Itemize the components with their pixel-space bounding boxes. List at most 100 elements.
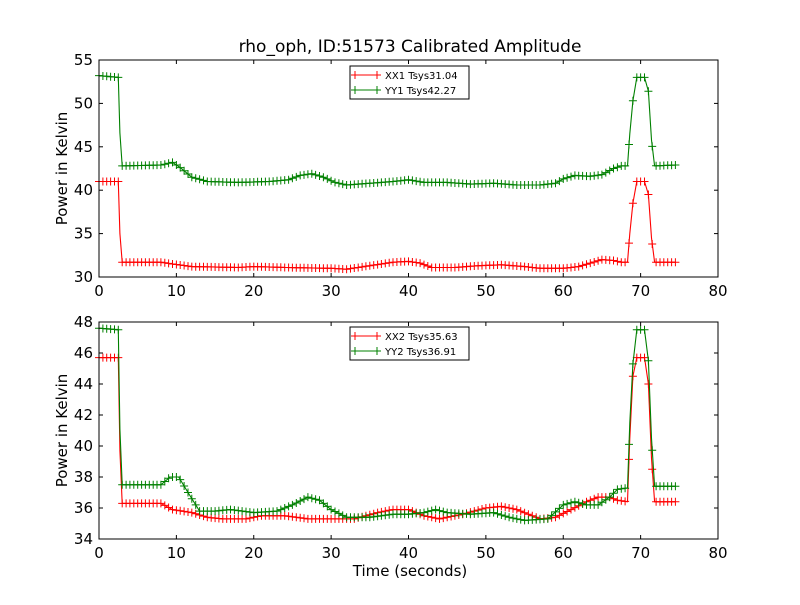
data-point-marker: [300, 495, 308, 504]
data-point-marker: [184, 488, 192, 497]
data-point-marker: [331, 178, 339, 187]
data-point-marker: [605, 166, 614, 175]
data-point-marker: [559, 174, 568, 183]
legend-marker: [351, 332, 359, 340]
data-point-marker: [501, 512, 510, 521]
legend-marker: [373, 332, 381, 340]
data-point-marker: [292, 499, 301, 507]
data-point-marker: [505, 504, 514, 512]
data-point-marker: [323, 502, 332, 511]
data-point-marker: [586, 172, 595, 181]
data-point-marker: [567, 172, 575, 181]
data-point-marker: [187, 494, 196, 503]
data-point-marker: [435, 514, 444, 523]
legend-marker: [373, 86, 381, 94]
x-tick-label: 10: [167, 282, 186, 300]
data-point-marker: [327, 505, 336, 514]
data-point-marker: [621, 161, 630, 170]
data-point-marker: [334, 179, 343, 188]
data-point-marker: [427, 506, 436, 515]
x-tick-label: 70: [631, 544, 650, 562]
data-point-marker: [180, 507, 189, 516]
chart-title: rho_oph, ID:51573 Calibrated Amplitude: [239, 37, 582, 57]
data-point-marker: [288, 500, 297, 509]
data-point-marker: [509, 504, 517, 513]
data-point-marker: [547, 511, 556, 520]
data-point-marker: [617, 484, 626, 493]
data-point-marker: [493, 509, 502, 518]
data-point-marker: [416, 259, 425, 268]
data-point-marker: [338, 180, 347, 189]
data-point-marker: [303, 493, 312, 502]
data-point-marker: [597, 170, 606, 179]
data-point-marker: [671, 258, 680, 267]
x-tick-label: 20: [244, 282, 263, 300]
data-point-marker: [284, 502, 293, 511]
y-tick-label: 42: [74, 406, 93, 424]
data-point-marker: [187, 508, 196, 517]
data-point-marker: [273, 507, 281, 516]
data-point-marker: [578, 261, 587, 270]
data-point-marker: [377, 260, 386, 268]
x-tick-label: 0: [94, 282, 104, 300]
data-point-marker: [543, 514, 552, 523]
data-point-marker: [307, 169, 316, 178]
data-point-marker: [563, 173, 572, 182]
data-point-marker: [327, 176, 336, 185]
y-tick-label: 45: [74, 138, 93, 156]
data-point-marker: [563, 499, 572, 508]
data-point-marker: [184, 170, 192, 178]
data-point-marker: [617, 496, 626, 505]
data-point-marker: [551, 507, 560, 516]
data-point-marker: [331, 507, 339, 516]
data-point-marker: [365, 261, 374, 270]
data-point-marker: [671, 497, 680, 506]
data-point-marker: [338, 511, 347, 520]
data-point-marker: [280, 504, 289, 512]
data-point-marker: [586, 259, 595, 268]
x-tick-label: 0: [94, 544, 104, 562]
data-point-marker: [555, 504, 564, 513]
data-point-marker: [315, 172, 324, 180]
data-point-marker: [311, 170, 320, 179]
data-point-marker: [497, 511, 506, 519]
y-tick-label: 36: [74, 499, 93, 517]
legend-marker: [351, 71, 359, 79]
x-tick-label: 70: [631, 282, 650, 300]
data-point-marker: [307, 494, 316, 503]
data-point-marker: [648, 465, 657, 474]
data-point-marker: [640, 73, 649, 82]
data-point-marker: [156, 258, 165, 267]
data-point-marker: [180, 482, 189, 490]
series-1: [95, 177, 680, 274]
data-point-marker: [601, 168, 610, 177]
series-2: [95, 71, 680, 189]
data-point-marker: [559, 500, 568, 509]
data-point-marker: [567, 505, 575, 514]
x-tick-label: 10: [167, 544, 186, 562]
data-point-marker: [288, 174, 297, 183]
data-point-marker: [381, 259, 390, 268]
y-tick-label: 44: [74, 375, 93, 393]
data-point-marker: [114, 73, 123, 82]
y-tick-label: 50: [74, 94, 93, 112]
x-tick-label: 80: [708, 282, 727, 300]
x-tick-label: 20: [244, 544, 263, 562]
data-point-marker: [644, 356, 653, 365]
data-point-marker: [191, 500, 200, 509]
data-point-marker: [164, 259, 173, 268]
data-point-marker: [644, 190, 653, 199]
data-point-marker: [578, 499, 587, 508]
data-point-marker: [505, 513, 514, 522]
data-point-marker: [184, 508, 192, 516]
data-point-marker: [609, 489, 618, 498]
y-tick-label: 55: [74, 51, 93, 69]
data-point-marker: [276, 505, 285, 514]
data-point-marker: [559, 509, 568, 518]
data-point-marker: [284, 175, 293, 184]
data-point-marker: [628, 199, 637, 208]
data-point-marker: [439, 507, 448, 516]
subplot-2: 0 10 20 30 40 50 60 70 80 34 36 38 40 42 44 46 48 Power i…: [53, 313, 728, 562]
data-point-marker: [640, 325, 649, 334]
